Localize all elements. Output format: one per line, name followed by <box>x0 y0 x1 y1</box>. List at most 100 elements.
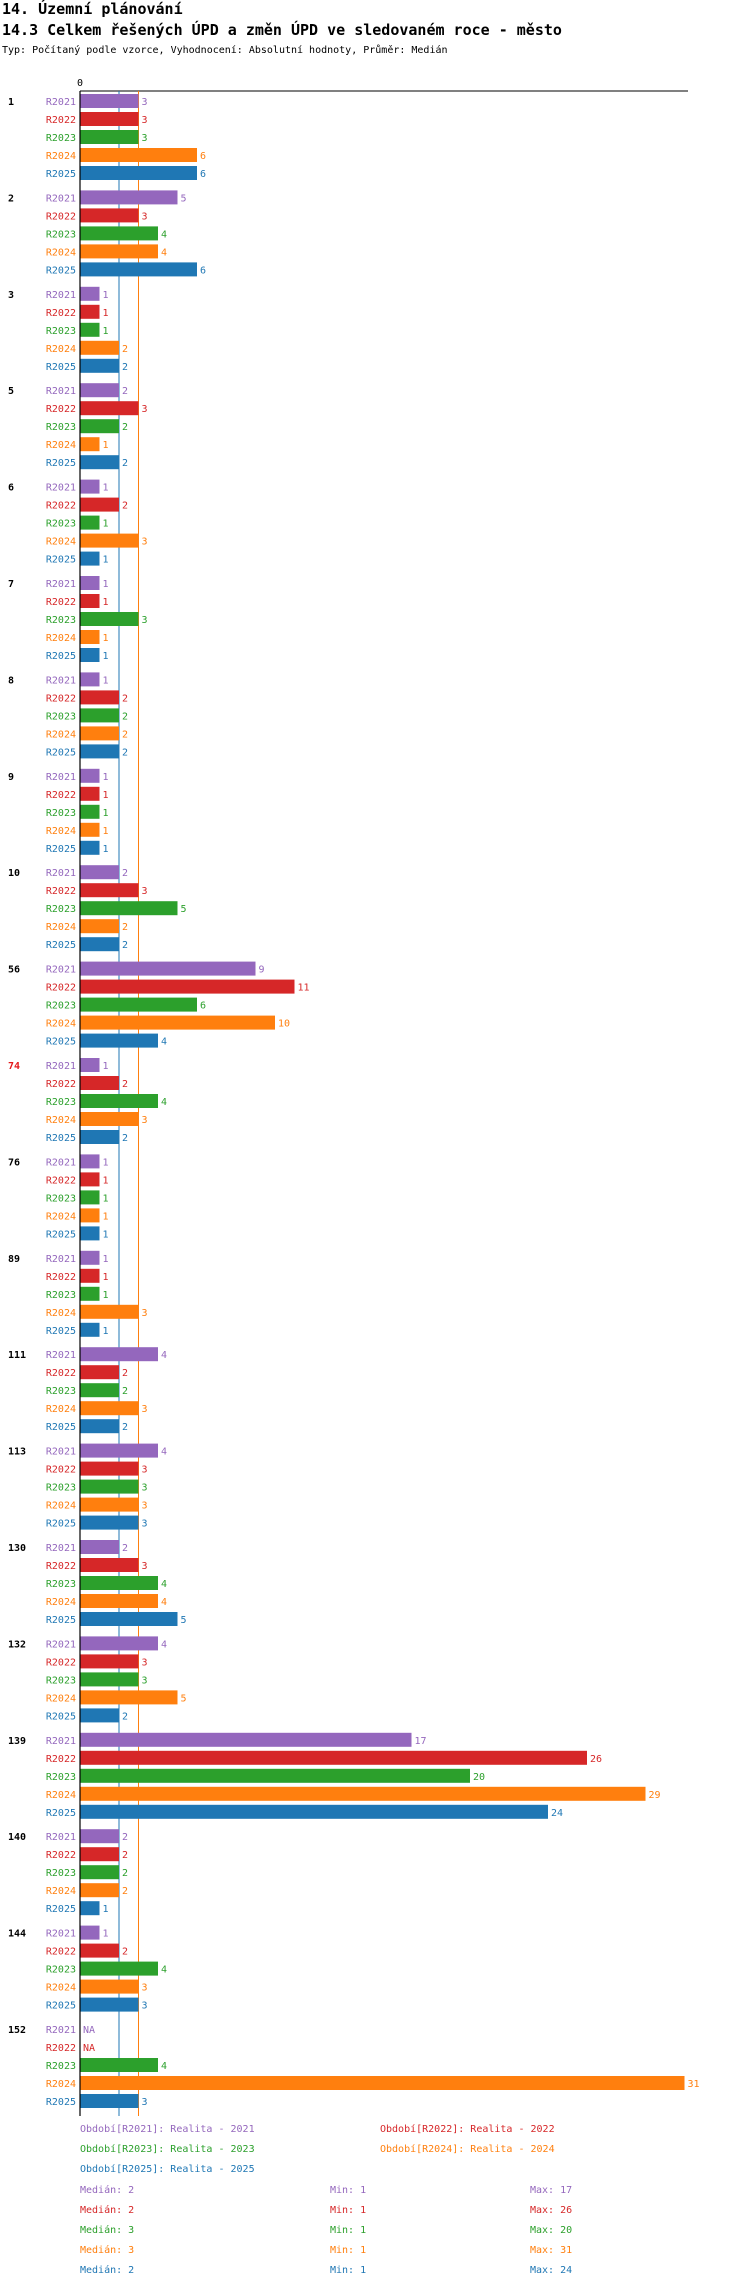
group-label-7: 7 <box>8 579 14 590</box>
bar-1-r2025 <box>80 166 197 180</box>
bar-7-r2021 <box>80 576 100 590</box>
bar-113-r2022 <box>80 1461 139 1476</box>
value-label: 3 <box>142 211 148 222</box>
series-label: R2023 <box>46 1097 76 1108</box>
stat-max-r2022: Max: 26 <box>530 2205 573 2216</box>
series-label: R2025 <box>46 1808 76 1819</box>
series-label: R2022 <box>46 1272 76 1283</box>
value-label: 2 <box>122 1850 128 1861</box>
value-label: 1 <box>103 1157 109 1168</box>
series-label: R2023 <box>46 1001 76 1012</box>
bar-10-r2022 <box>80 883 139 898</box>
stat-median-r2023: Medián: 3 <box>80 2225 135 2236</box>
group-label-6: 6 <box>8 483 14 494</box>
group-label-144: 144 <box>8 1929 26 1940</box>
value-label: 2 <box>122 1386 128 1397</box>
group-label-56: 56 <box>8 965 20 976</box>
group-label-76: 76 <box>8 1157 20 1168</box>
series-label: R2024 <box>46 1790 76 1801</box>
stat-min-r2022: Min: 1 <box>330 2205 367 2216</box>
value-label: 4 <box>161 1965 167 1976</box>
series-label: R2021 <box>46 1254 76 1265</box>
bar-144-r2021 <box>80 1925 100 1940</box>
bar-10-r2025 <box>80 937 119 952</box>
bar-113-r2024 <box>80 1497 139 1512</box>
series-label: R2024 <box>46 247 76 258</box>
value-label: 3 <box>142 115 148 126</box>
series-label: R2024 <box>46 1308 76 1319</box>
bar-1-r2024 <box>80 148 197 162</box>
bar-2-r2022 <box>80 208 139 223</box>
value-label: 2 <box>122 711 128 722</box>
value-label: 26 <box>590 1754 602 1765</box>
group-label-10: 10 <box>8 868 20 879</box>
bar-74-r2025 <box>80 1130 119 1144</box>
series-label: R2025 <box>46 1519 76 1530</box>
series-label: R2025 <box>46 2097 76 2108</box>
group-label-113: 113 <box>8 1447 26 1458</box>
legend-item-r2023: Období[R2023]: Realita - 2023 <box>80 2144 255 2155</box>
bar-74-r2022 <box>80 1076 119 1090</box>
value-label: 1 <box>103 597 109 608</box>
bar-2-r2023 <box>80 226 158 241</box>
axis-zero-label: 0 <box>77 78 83 89</box>
bar-111-r2023 <box>80 1383 119 1398</box>
bar-76-r2021 <box>80 1154 100 1169</box>
stat-min-r2021: Min: 1 <box>330 2185 367 2196</box>
group-label-132: 132 <box>8 1639 26 1650</box>
value-label: 3 <box>142 886 148 897</box>
group-label-152: 152 <box>8 2025 26 2036</box>
value-label: 11 <box>298 983 310 994</box>
bar-10-r2024 <box>80 919 119 934</box>
bar-1-r2021 <box>80 94 139 108</box>
series-label: R2024 <box>46 1404 76 1415</box>
chart-subtitle: Typ: Počítaný podle vzorce, Vyhodnocení:… <box>2 45 448 56</box>
bar-8-r2025 <box>80 744 119 759</box>
bar-8-r2022 <box>80 690 119 705</box>
stat-median-r2022: Medián: 2 <box>80 2205 135 2216</box>
bar-139-r2022 <box>80 1750 587 1765</box>
series-label: R2023 <box>46 326 76 337</box>
value-label: 1 <box>103 808 109 819</box>
series-label: R2025 <box>46 1422 76 1433</box>
value-label: 3 <box>142 1115 148 1126</box>
bar-89-r2025 <box>80 1322 100 1337</box>
group-label-130: 130 <box>8 1543 26 1554</box>
bar-1-r2022 <box>80 112 139 126</box>
bar-56-r2025 <box>80 1033 158 1048</box>
group-label-8: 8 <box>8 675 14 686</box>
series-label: R2021 <box>46 868 76 879</box>
series-label: R2023 <box>46 711 76 722</box>
series-label: R2023 <box>46 1965 76 1976</box>
value-label: 2 <box>122 1711 128 1722</box>
series-label: R2024 <box>46 1115 76 1126</box>
group-label-5: 5 <box>8 386 14 397</box>
series-label: R2025 <box>46 1711 76 1722</box>
series-label: R2024 <box>46 922 76 933</box>
series-label: R2023 <box>46 1483 76 1494</box>
series-label: R2023 <box>46 229 76 240</box>
value-label: 1 <box>103 1904 109 1915</box>
stat-median-r2021: Medián: 2 <box>80 2185 135 2196</box>
value-label: 3 <box>142 1483 148 1494</box>
bar-9-r2021 <box>80 768 100 783</box>
bar-6-r2025 <box>80 551 100 566</box>
value-label: 4 <box>161 1037 167 1048</box>
value-label: 3 <box>142 97 148 108</box>
series-label: R2023 <box>46 1290 76 1301</box>
group-label-1: 1 <box>8 97 14 108</box>
series-label: R2021 <box>46 1929 76 1940</box>
series-label: R2023 <box>46 519 76 530</box>
value-label: 3 <box>142 2097 148 2108</box>
na-label: NA <box>83 2043 95 2054</box>
stat-min-r2024: Min: 1 <box>330 2245 367 2256</box>
value-label: 2 <box>122 1079 128 1090</box>
value-label: 1 <box>103 483 109 494</box>
series-label: R2021 <box>46 675 76 686</box>
stat-max-r2025: Max: 24 <box>530 2265 573 2276</box>
series-label: R2023 <box>46 1386 76 1397</box>
value-label: 2 <box>122 344 128 355</box>
bar-89-r2024 <box>80 1304 139 1319</box>
bar-74-r2024 <box>80 1112 139 1126</box>
series-label: R2022 <box>46 211 76 222</box>
